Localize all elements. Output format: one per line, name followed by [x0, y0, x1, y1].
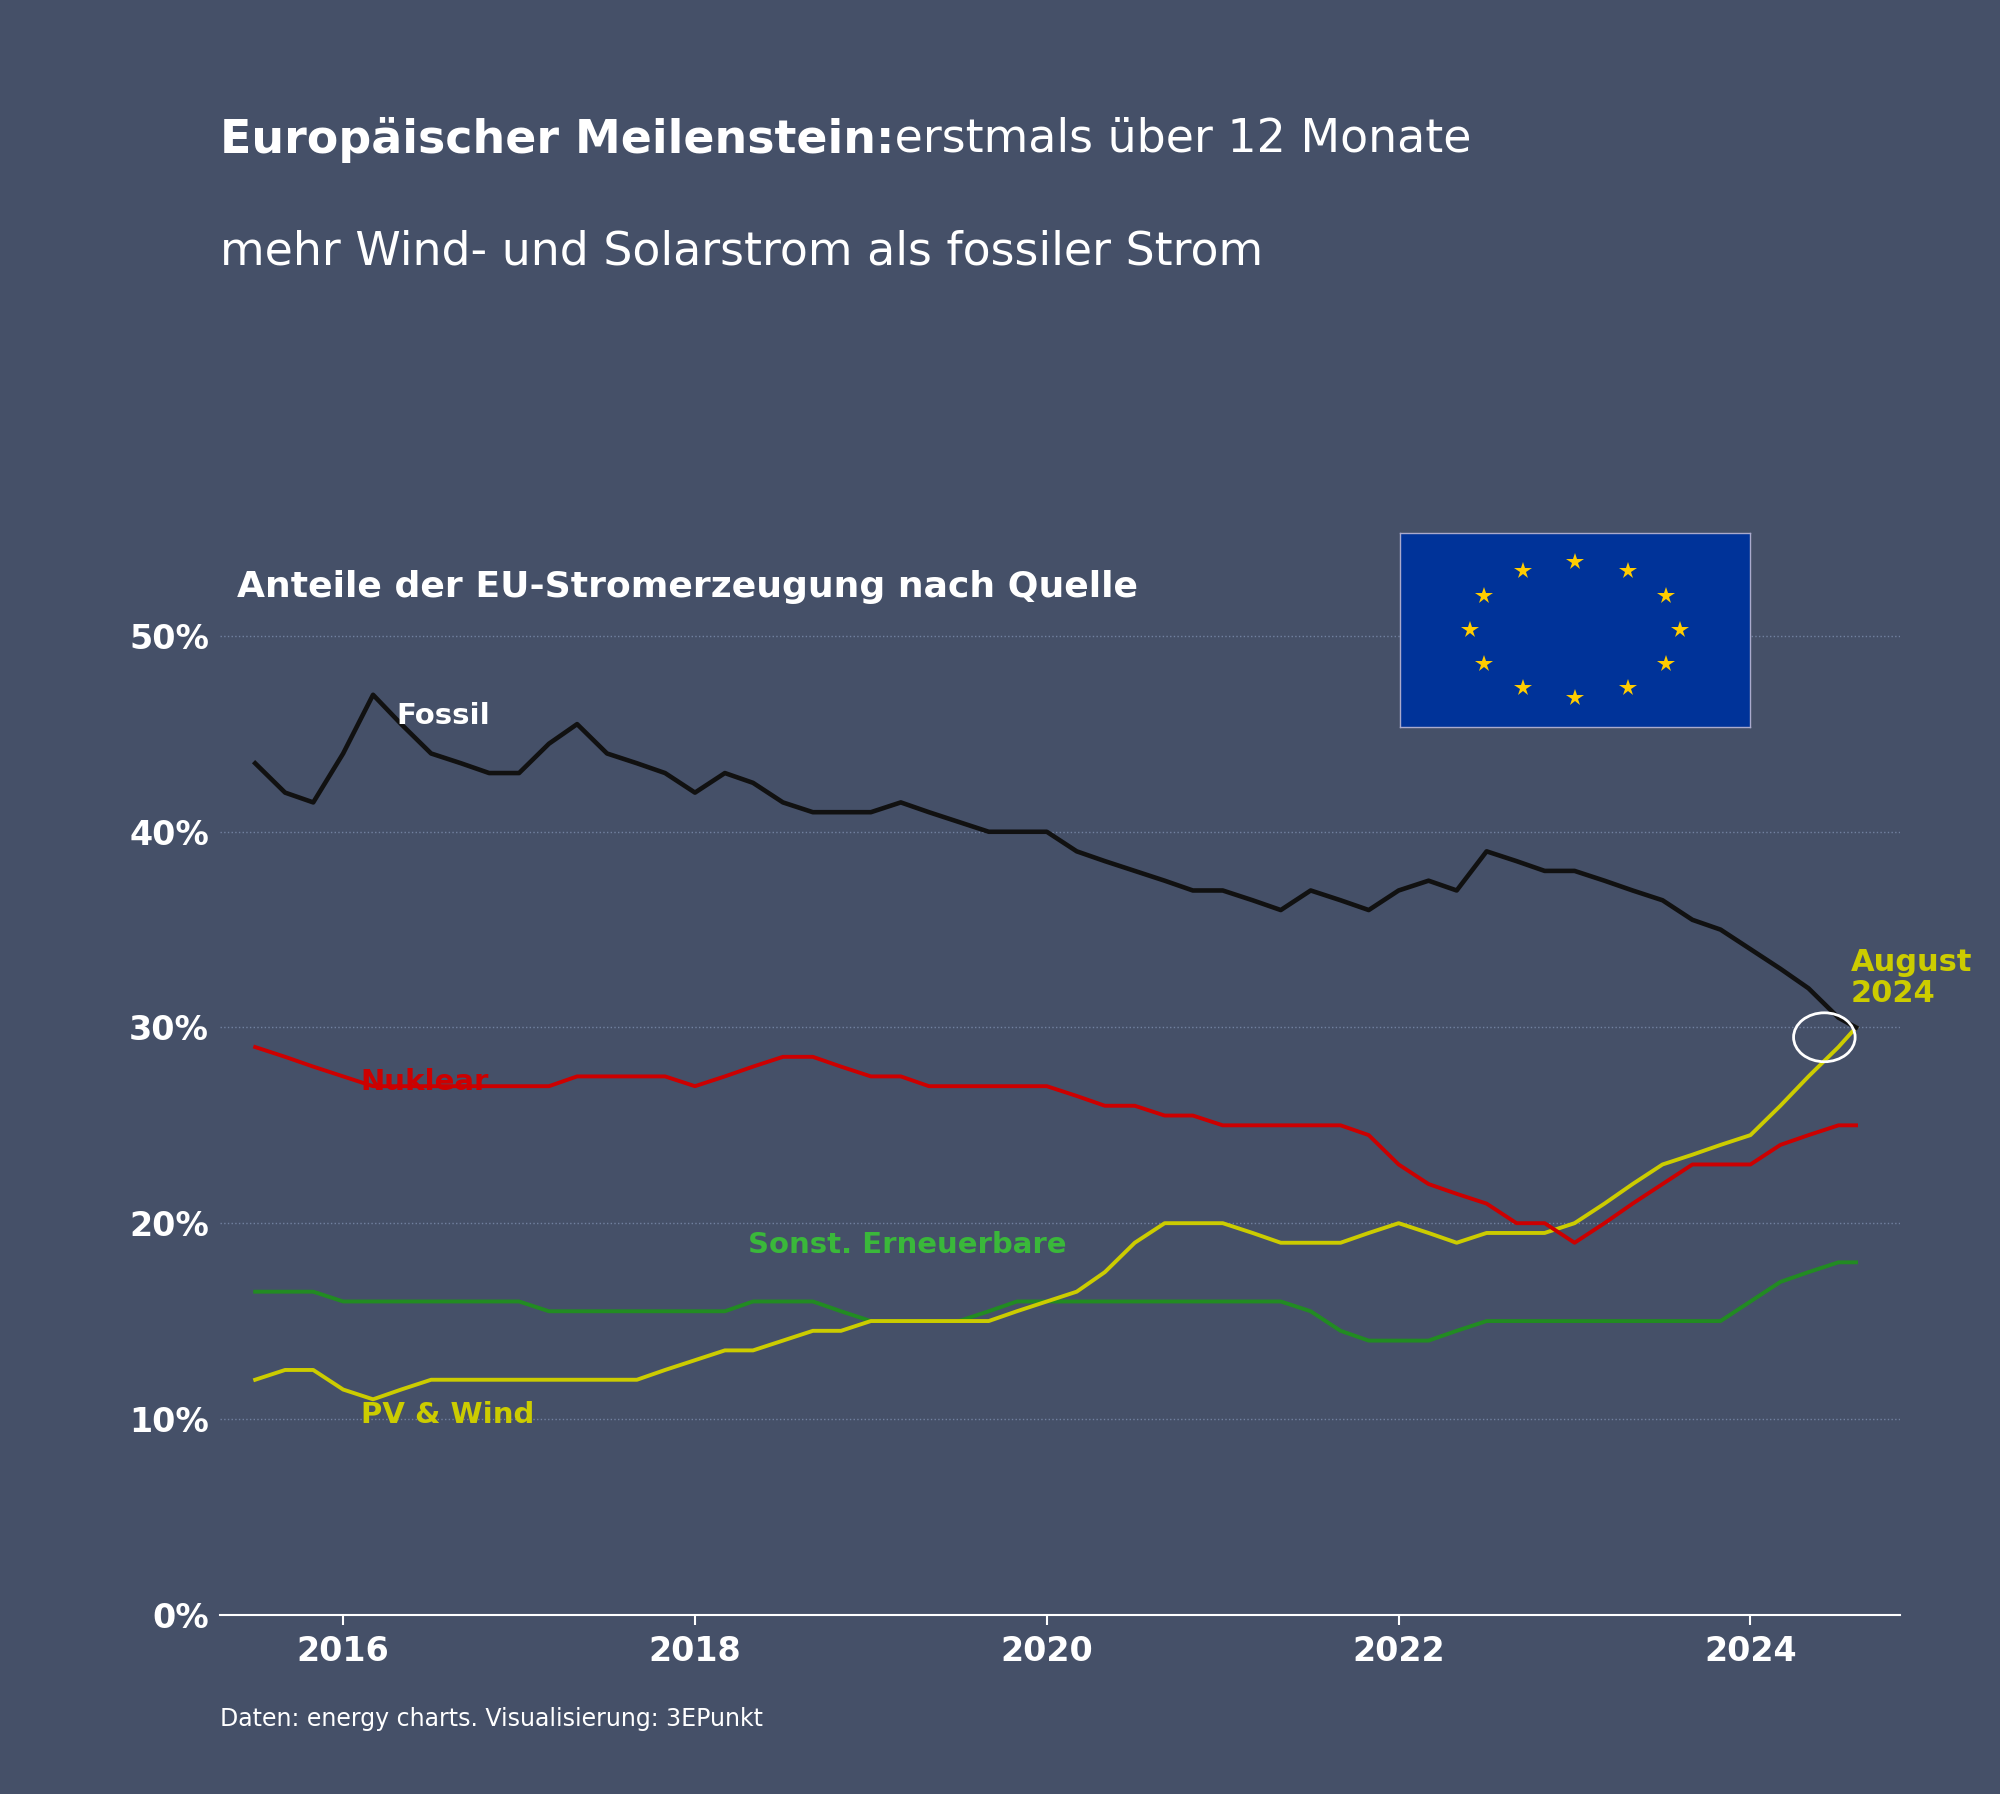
- Text: Sonst. Erneuerbare: Sonst. Erneuerbare: [748, 1231, 1066, 1259]
- Text: Anteile der EU-Stromerzeugung nach Quelle: Anteile der EU-Stromerzeugung nach Quell…: [236, 570, 1138, 605]
- Text: Daten: energy charts. Visualisierung: 3EPunkt: Daten: energy charts. Visualisierung: 3E…: [220, 1708, 764, 1731]
- Text: erstmals über 12 Monate: erstmals über 12 Monate: [880, 117, 1472, 161]
- Text: Fossil: Fossil: [396, 701, 490, 730]
- Text: PV & Wind: PV & Wind: [360, 1401, 534, 1428]
- Text: Europäischer Meilenstein:: Europäischer Meilenstein:: [220, 117, 894, 163]
- Text: mehr Wind- und Solarstrom als fossiler Strom: mehr Wind- und Solarstrom als fossiler S…: [220, 230, 1264, 274]
- Text: August
2024: August 2024: [1850, 947, 1972, 1008]
- Text: Nuklear: Nuklear: [360, 1067, 490, 1096]
